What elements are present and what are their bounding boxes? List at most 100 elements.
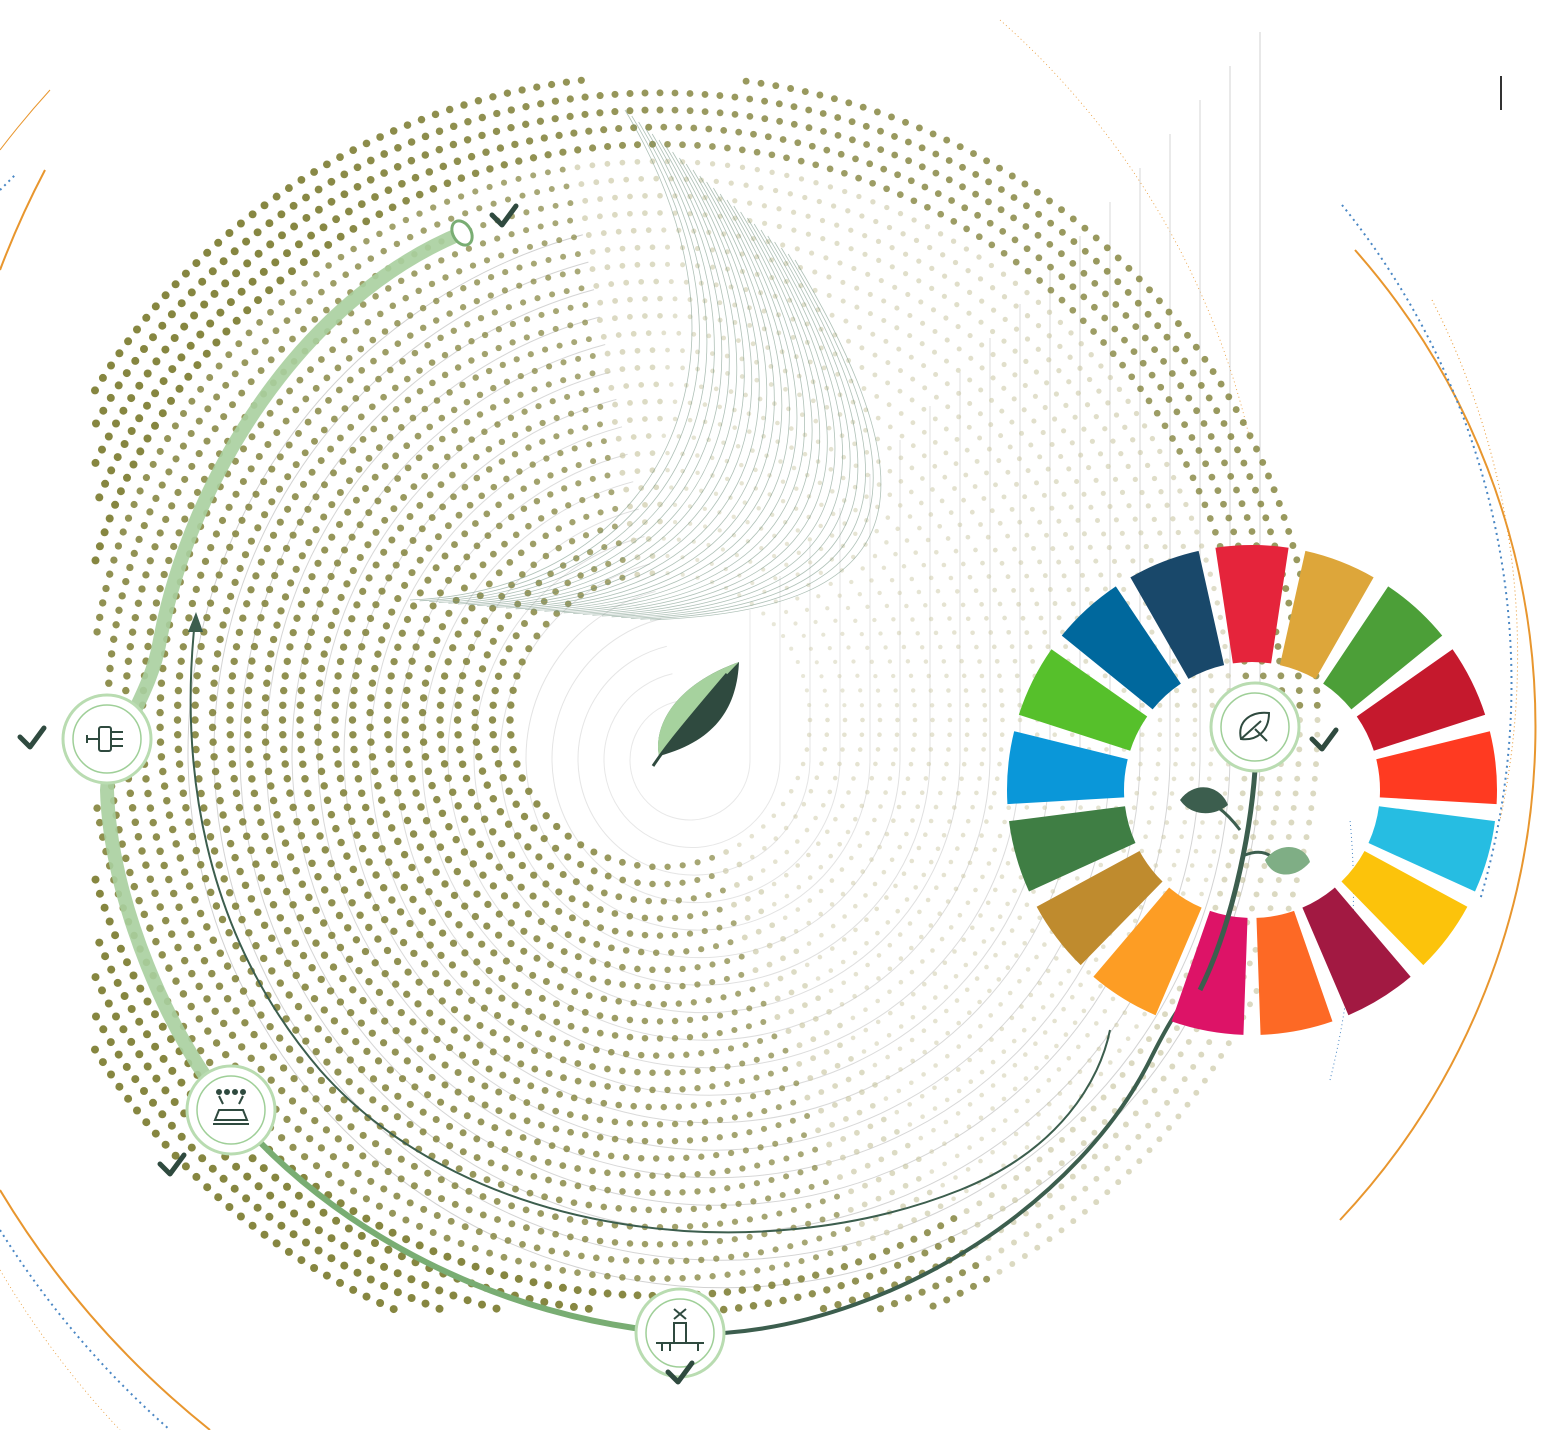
pattern-dot: [1257, 877, 1264, 884]
pattern-dot: [761, 611, 766, 616]
sdg-segment[interactable]: [1368, 806, 1496, 892]
sdg-segment[interactable]: [1130, 550, 1225, 679]
pattern-dot: [149, 333, 157, 342]
pattern-dot: [1160, 1075, 1167, 1082]
pattern-dot: [135, 381, 144, 390]
pattern-dot: [556, 342, 563, 349]
pattern-dot: [872, 372, 878, 378]
pattern-dot: [365, 454, 373, 462]
milestone-pump[interactable]: [634, 1287, 726, 1379]
milestone-tractor[interactable]: [185, 1064, 277, 1156]
pattern-dot: [709, 979, 716, 986]
sdg-segment[interactable]: [1323, 586, 1443, 710]
pattern-dot: [460, 815, 469, 823]
pattern-dot: [200, 475, 209, 483]
pattern-dot: [544, 1281, 553, 1290]
pattern-dot: [978, 1023, 983, 1029]
pattern-dot: [887, 468, 893, 474]
sdg-segment[interactable]: [1006, 731, 1128, 805]
pattern-dot: [1046, 197, 1053, 205]
pattern-dot: [1246, 473, 1254, 481]
pattern-dot: [555, 525, 562, 532]
milestone-plug[interactable]: [61, 693, 153, 785]
sdg-segment[interactable]: [1256, 910, 1333, 1035]
pattern-dot: [302, 1218, 311, 1227]
sdg-segment[interactable]: [1376, 731, 1497, 805]
pattern-dot: [880, 1267, 888, 1275]
pattern-dot: [288, 267, 296, 276]
pattern-dot: [687, 417, 693, 423]
pattern-dot: [112, 621, 120, 629]
pattern-dot: [1084, 586, 1090, 592]
pattern-dot: [987, 988, 992, 994]
pattern-dot: [517, 1041, 524, 1049]
pattern-dot: [1091, 303, 1098, 311]
pattern-dot: [146, 628, 155, 636]
pattern-dot: [717, 300, 723, 306]
milestone-eco[interactable]: [1209, 681, 1301, 773]
pattern-dot: [872, 1082, 878, 1088]
pattern-dot: [929, 703, 935, 708]
pattern-dot: [345, 354, 353, 362]
pattern-dot: [1192, 343, 1200, 351]
pattern-dot: [1011, 236, 1019, 244]
pattern-dot: [582, 424, 589, 431]
pattern-dot: [1098, 572, 1104, 578]
sdg-segment[interactable]: [1356, 649, 1486, 751]
pattern-dot: [738, 971, 745, 978]
sdg-segment[interactable]: [1302, 887, 1411, 1016]
pattern-dot: [604, 246, 611, 253]
pattern-dot: [793, 928, 799, 934]
pattern-dot: [716, 1030, 723, 1037]
pattern-dot: [845, 1076, 852, 1083]
pattern-dot: [760, 1019, 767, 1025]
pattern-dot: [1049, 441, 1055, 448]
sdg-segment[interactable]: [1341, 851, 1468, 966]
pattern-dot: [1174, 320, 1182, 328]
pattern-dot: [269, 531, 278, 539]
pattern-dot: [1200, 420, 1208, 427]
sdg-segment[interactable]: [1279, 550, 1374, 679]
pattern-dot: [228, 1031, 237, 1039]
pattern-dot: [314, 1246, 323, 1255]
sdg-segment[interactable]: [1008, 806, 1136, 892]
sdg-segment[interactable]: [1093, 887, 1202, 1016]
sdg-segment[interactable]: [1036, 851, 1163, 966]
pattern-dot: [565, 502, 572, 509]
sdg-segment[interactable]: [1215, 545, 1289, 664]
pattern-dot: [530, 871, 538, 879]
pattern-dot: [113, 978, 122, 987]
pattern-dot: [489, 794, 498, 803]
pattern-dot: [746, 1216, 754, 1223]
pattern-dot: [1093, 1175, 1100, 1182]
pattern-dot: [796, 1042, 803, 1049]
pattern-dot: [158, 1110, 167, 1119]
sdg-segment[interactable]: [1061, 586, 1181, 710]
pattern-dot: [403, 1057, 411, 1065]
pattern-dot: [889, 1189, 895, 1196]
pattern-dot: [489, 1029, 497, 1037]
pattern-dot: [481, 350, 489, 358]
fan-line: [515, 175, 775, 610]
pattern-dot: [999, 560, 1005, 566]
pattern-dot: [808, 1183, 815, 1190]
pattern-dot: [807, 717, 813, 723]
pattern-dot: [525, 1007, 533, 1015]
pattern-dot: [641, 1240, 649, 1248]
pattern-dot: [794, 246, 800, 252]
pattern-dot: [814, 775, 820, 781]
pattern-dot: [910, 376, 916, 382]
pattern-dot: [203, 613, 211, 622]
sdg-segment[interactable]: [1018, 649, 1148, 751]
pattern-dot: [336, 998, 345, 1006]
pattern-dot: [490, 404, 497, 411]
pattern-dot: [465, 1206, 473, 1214]
pattern-dot: [812, 1016, 819, 1022]
pattern-dot: [1295, 687, 1303, 695]
pattern-dot: [747, 322, 753, 328]
pattern-dot: [185, 882, 194, 890]
pattern-dot: [1066, 379, 1072, 385]
pattern-dot: [767, 1070, 774, 1077]
pattern-dot: [839, 1001, 845, 1007]
pattern-dot: [375, 210, 384, 219]
